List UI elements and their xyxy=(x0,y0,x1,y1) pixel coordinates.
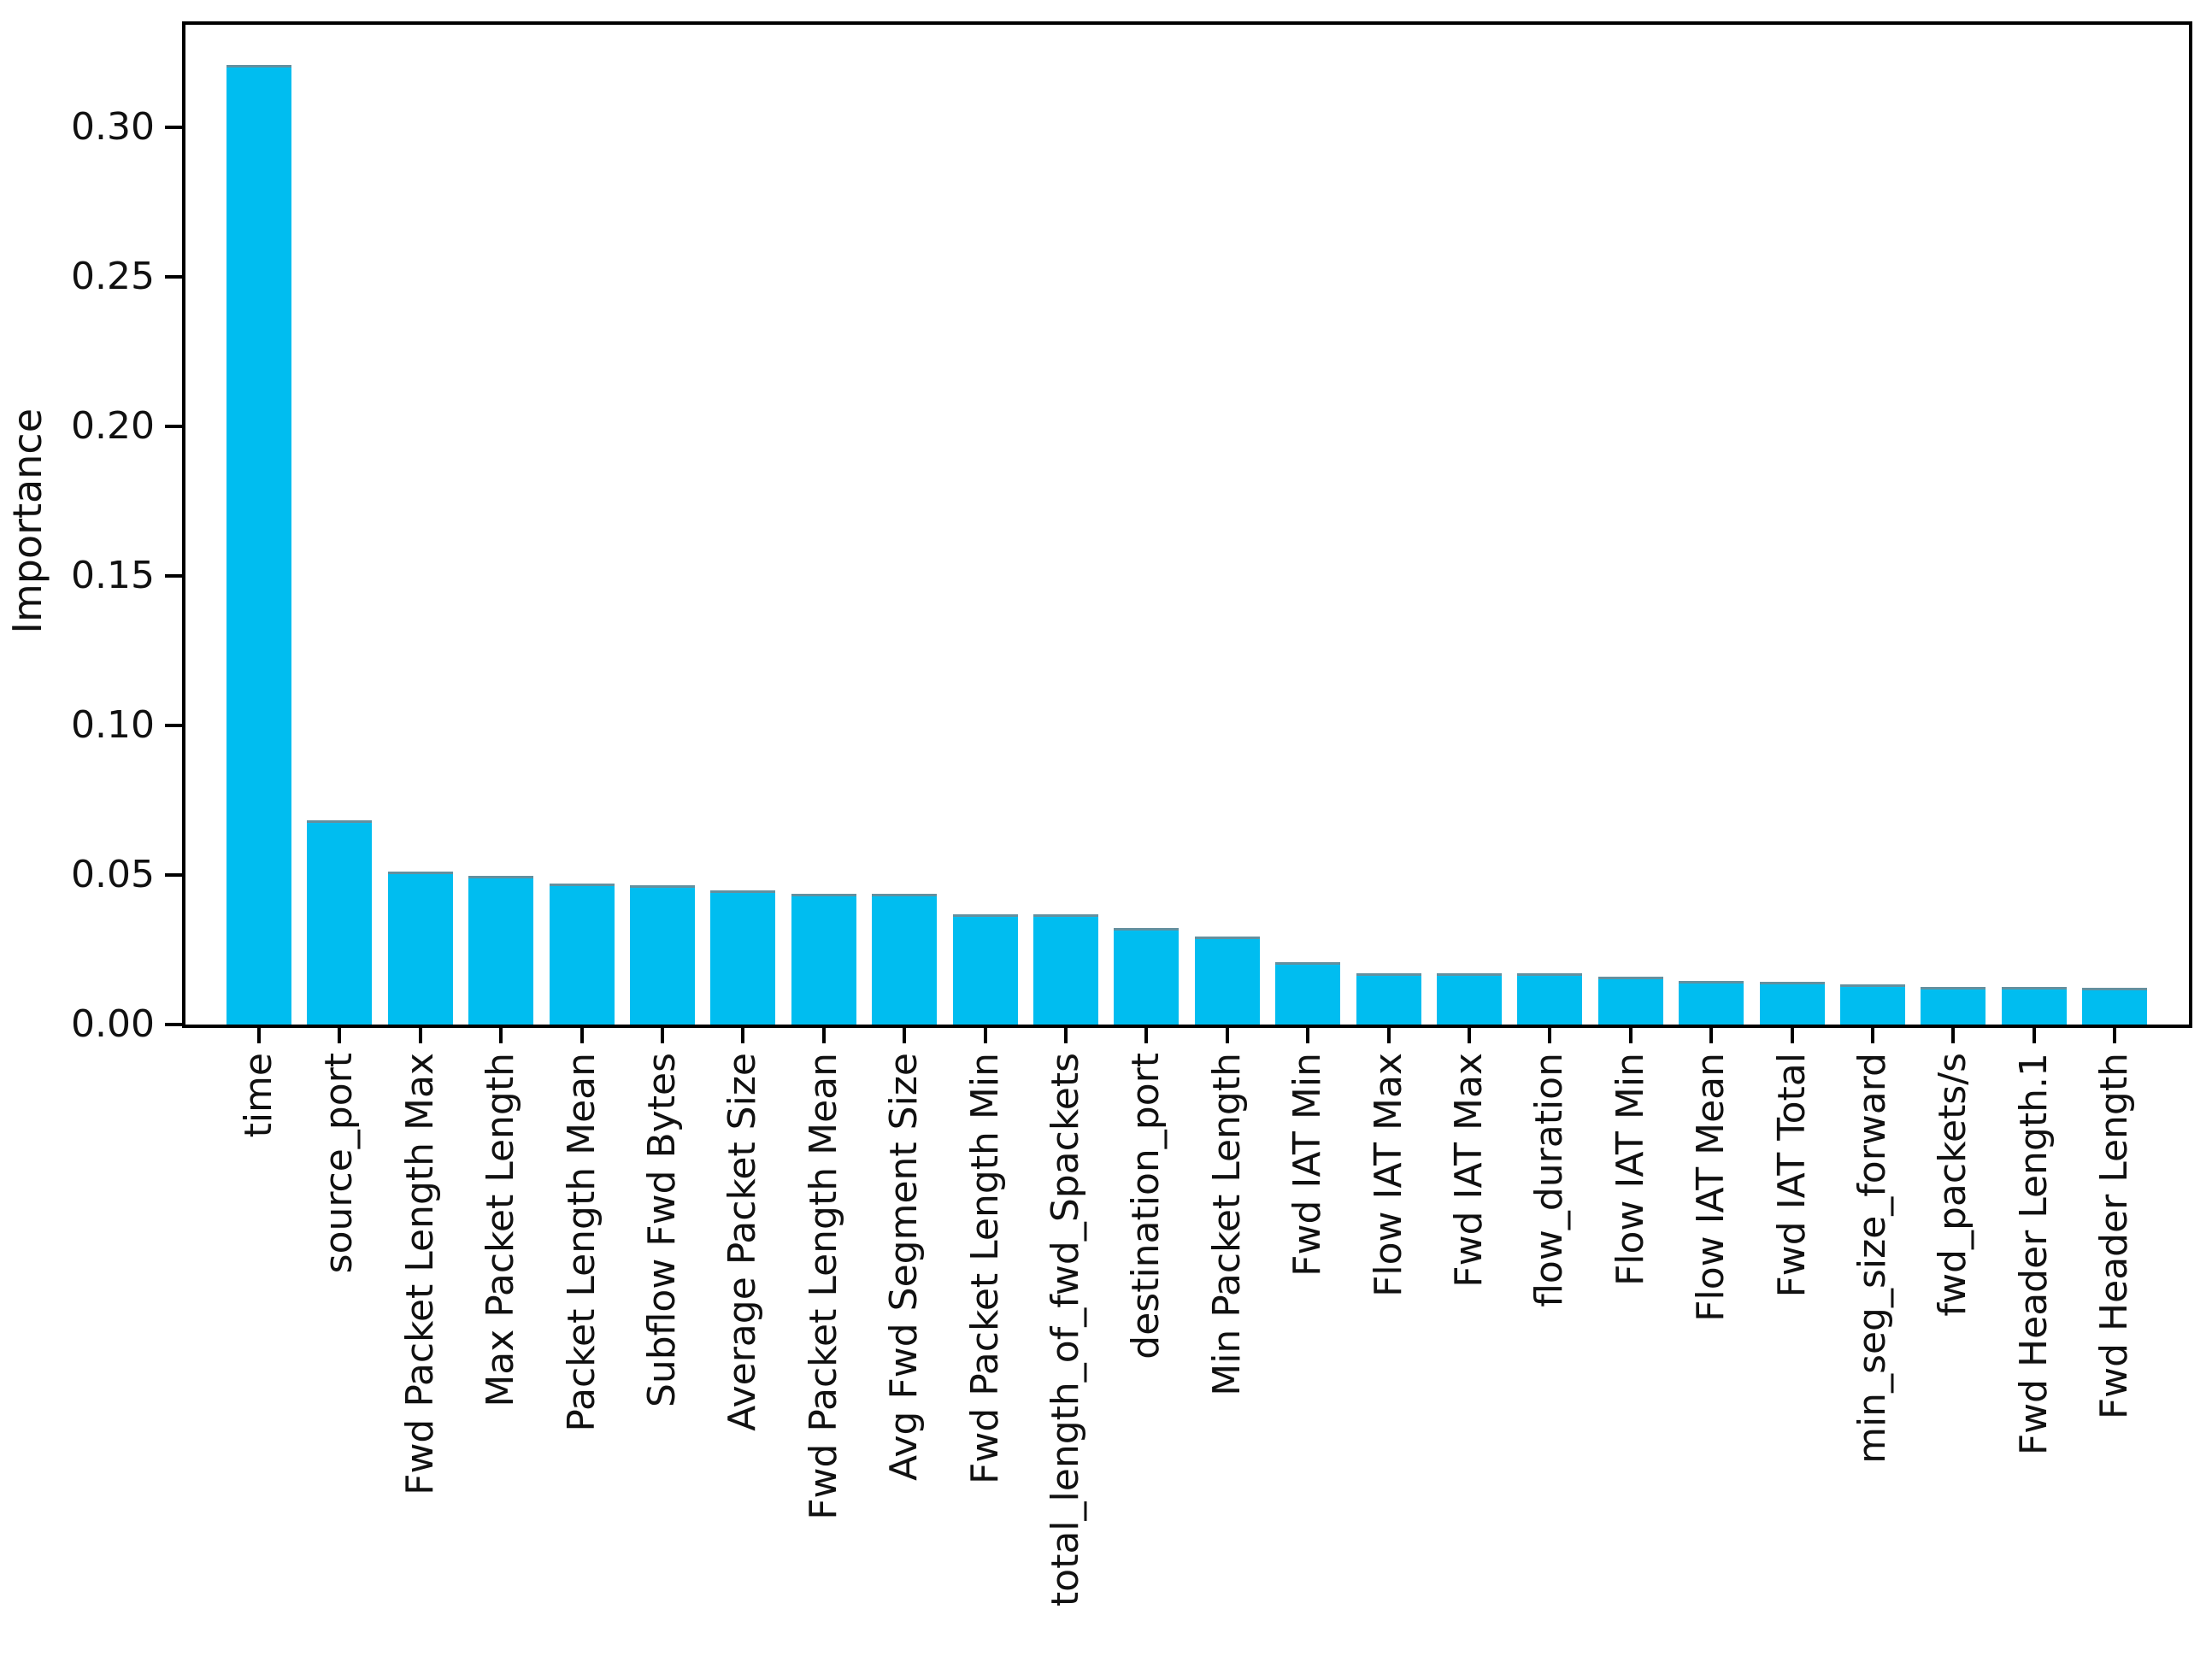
x-tick-mark xyxy=(1306,1028,1309,1043)
x-tick-label-fwd-iat-min: Fwd IAT Min xyxy=(1285,1053,1329,1277)
bar-fwd-header-length-1 xyxy=(2002,987,2067,1025)
x-tick-mark xyxy=(1871,1028,1874,1043)
y-tick-label: 0.00 xyxy=(71,1002,155,1046)
bar-total-length-of-fwd-spackets xyxy=(1033,914,1098,1025)
bar-fwd-packet-length-max xyxy=(388,872,453,1025)
x-tick-mark xyxy=(1468,1028,1471,1043)
x-tick-label-flow-iat-mean: Flow IAT Mean xyxy=(1689,1053,1733,1322)
bar-packet-length-mean xyxy=(550,884,615,1025)
bar-average-packet-size xyxy=(710,890,775,1025)
bar-fwd-iat-total xyxy=(1760,982,1825,1025)
x-tick-label-fwd-header-length-1: Fwd Header Length.1 xyxy=(2012,1053,2056,1456)
x-tick-label-flow-duration: flow_duration xyxy=(1527,1053,1571,1307)
y-tick-mark xyxy=(165,126,182,129)
x-tick-mark xyxy=(1709,1028,1713,1043)
y-tick-mark xyxy=(165,1023,182,1026)
x-tick-mark xyxy=(1387,1028,1391,1043)
x-tick-mark xyxy=(2113,1028,2116,1043)
bar-avg-fwd-segment-size xyxy=(872,894,937,1025)
bar-destination-port xyxy=(1114,928,1179,1025)
y-tick-label: 0.10 xyxy=(71,703,155,747)
x-tick-mark xyxy=(580,1028,584,1043)
x-tick-mark xyxy=(499,1028,503,1043)
x-tick-mark xyxy=(2033,1028,2036,1043)
x-tick-label-flow-iat-max: Flow IAT Max xyxy=(1367,1053,1410,1297)
x-tick-label-avg-fwd-segment-size: Avg Fwd Segment Size xyxy=(882,1053,926,1481)
x-tick-label-fwd-packet-length-max: Fwd Packet Length Max xyxy=(398,1053,442,1495)
x-tick-label-fwd-header-length: Fwd Header Length xyxy=(2092,1053,2136,1420)
y-tick-mark xyxy=(165,425,182,428)
x-tick-label-destination-port: destination_port xyxy=(1124,1053,1168,1359)
bar-min-seg-size-forward xyxy=(1840,984,1905,1025)
x-tick-label-total-length-of-fwd-spackets: total_length_of_fwd_Spackets xyxy=(1044,1053,1087,1607)
y-tick-mark xyxy=(165,574,182,578)
bar-fwd-packets-s xyxy=(1921,987,1986,1025)
x-tick-label-fwd-iat-max: Fwd IAT Max xyxy=(1447,1053,1491,1288)
x-tick-mark xyxy=(984,1028,987,1043)
bar-min-packet-length xyxy=(1195,937,1260,1025)
x-tick-label-fwd-iat-total: Fwd IAT Total xyxy=(1770,1053,1814,1298)
x-tick-label-fwd-packet-length-mean: Fwd Packet Length Mean xyxy=(802,1053,845,1520)
y-tick-label: 0.30 xyxy=(71,105,155,149)
x-tick-label-min-seg-size-forward: min_seg_size_forward xyxy=(1850,1053,1894,1464)
x-tick-label-subflow-fwd-bytes: Subflow Fwd Bytes xyxy=(640,1053,684,1408)
x-tick-mark xyxy=(1951,1028,1955,1043)
x-tick-mark xyxy=(1548,1028,1551,1043)
x-tick-label-min-packet-length: Min Packet Length xyxy=(1205,1053,1249,1396)
x-tick-mark xyxy=(822,1028,826,1043)
bar-fwd-header-length xyxy=(2082,988,2147,1025)
x-tick-label-average-packet-size: Average Packet Size xyxy=(721,1053,764,1431)
x-tick-mark xyxy=(257,1028,261,1043)
x-tick-mark xyxy=(741,1028,744,1043)
x-tick-label-source-port: source_port xyxy=(317,1053,361,1274)
x-tick-label-flow-iat-min: Flow IAT Min xyxy=(1609,1053,1652,1287)
x-tick-mark xyxy=(1226,1028,1229,1043)
bar-fwd-iat-min xyxy=(1275,962,1340,1025)
x-tick-mark xyxy=(338,1028,341,1043)
x-tick-label-fwd-packets-s: fwd_packets/s xyxy=(1931,1053,1974,1317)
bar-fwd-iat-max xyxy=(1437,973,1502,1025)
bar-flow-iat-mean xyxy=(1679,981,1744,1025)
x-tick-mark xyxy=(1144,1028,1148,1043)
bar-subflow-fwd-bytes xyxy=(630,885,695,1025)
x-tick-label-packet-length-mean: Packet Length Mean xyxy=(560,1053,603,1432)
x-tick-mark xyxy=(419,1028,422,1043)
x-tick-mark xyxy=(903,1028,906,1043)
x-tick-mark xyxy=(1629,1028,1633,1043)
plot-area xyxy=(182,21,2192,1028)
bar-source-port xyxy=(307,820,372,1025)
x-tick-label-fwd-packet-length-min: Fwd Packet Length Min xyxy=(963,1053,1007,1484)
y-tick-label: 0.15 xyxy=(71,554,155,597)
x-tick-label-max-packet-length: Max Packet Length xyxy=(479,1053,522,1407)
bar-fwd-packet-length-min xyxy=(953,914,1018,1025)
y-tick-label: 0.05 xyxy=(71,853,155,896)
bar-time xyxy=(226,65,291,1025)
y-tick-label: 0.25 xyxy=(71,255,155,298)
bar-fwd-packet-length-mean xyxy=(791,894,856,1025)
bar-flow-duration xyxy=(1517,973,1582,1025)
bar-flow-iat-min xyxy=(1598,977,1663,1025)
bar-max-packet-length xyxy=(468,876,533,1025)
x-tick-mark xyxy=(1064,1028,1068,1043)
x-tick-mark xyxy=(661,1028,664,1043)
bar-flow-iat-max xyxy=(1356,973,1421,1025)
y-tick-mark xyxy=(165,873,182,877)
y-tick-label: 0.20 xyxy=(71,404,155,448)
y-tick-mark xyxy=(165,275,182,279)
y-tick-mark xyxy=(165,724,182,727)
x-tick-label-time: time xyxy=(237,1053,280,1138)
x-tick-mark xyxy=(1791,1028,1794,1043)
